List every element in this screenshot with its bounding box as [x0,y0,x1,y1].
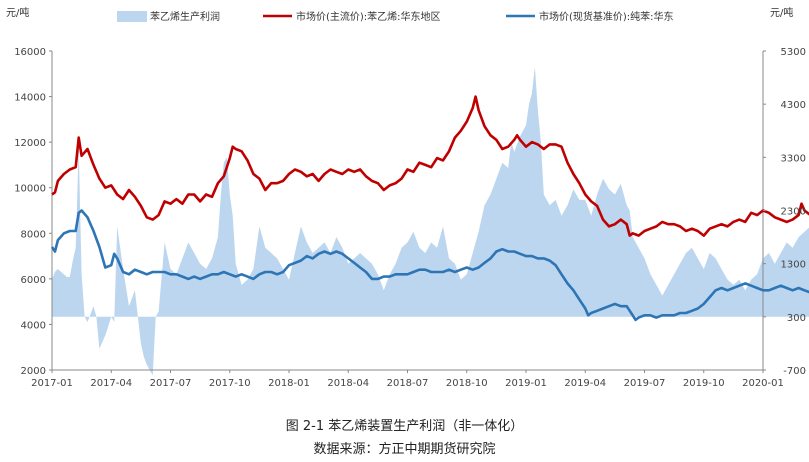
left-tick-label: 16000 [14,47,46,58]
right-tick-label: 5300 [781,47,806,58]
figure-source: 数据来源：方正中期期货研究院 [313,442,496,457]
x-tick-label: 2019-04 [564,378,606,389]
x-tick-label: 2017-10 [209,378,251,389]
profit-area-layer [52,66,809,376]
left-tick-label: 6000 [21,275,46,286]
x-tick-label: 2018-10 [446,378,488,389]
left-tick-label: 10000 [14,184,46,195]
right-tick-label: 2300 [781,207,806,218]
right-tick-label: 1300 [781,260,806,271]
right-tick-label: 3300 [781,153,806,164]
x-tick-label: 2018-04 [327,378,369,389]
right-tick-label: -700 [783,366,806,377]
left-tick-label: 12000 [14,138,46,149]
left-tick-label: 2000 [21,366,46,377]
figure-caption: 图 2-1 苯乙烯装置生产利润（非一体化） [285,419,524,434]
legend-label-market-price: 市场价(主流价):苯乙烯:华东地区 [296,10,441,23]
right-tick-label: 300 [787,313,806,324]
left-tick-label: 4000 [21,320,46,331]
x-tick-label: 2017-04 [90,378,132,389]
ticks-layer: 2000 4000 6000 8000 10000 12000 14000 16000 -700… [14,47,806,389]
x-tick-label: 2020-01 [742,378,784,389]
left-tick-label: 14000 [14,93,46,104]
left-tick-label: 8000 [21,229,46,240]
pure-benzene-line [50,209,809,322]
lines-layer [50,95,809,322]
x-tick-label: 2018-01 [268,378,310,389]
legend: 苯乙烯生产利润 市场价(主流价):苯乙烯:华东地区 市场价(现货基准价):纯苯:… [117,10,674,23]
market-price-line [51,95,809,237]
x-tick-label: 2017-07 [150,378,192,389]
x-tick-label: 2018-07 [387,378,429,389]
profit-area [52,66,809,376]
x-tick-label: 2019-07 [624,378,666,389]
axes-layer [51,51,764,371]
right-unit-label: 元/吨 [770,6,793,19]
legend-label-profit: 苯乙烯生产利润 [150,10,220,23]
right-tick-label: 4300 [781,100,806,111]
x-tick-label: 2017-01 [31,378,73,389]
legend-label-pure-benzene: 市场价(现货基准价):纯苯:华东 [539,10,674,23]
x-tick-label: 2019-01 [505,378,547,389]
legend-swatch-profit [117,11,147,22]
left-unit-label: 元/吨 [6,6,29,19]
x-tick-label: 2019-10 [683,378,725,389]
